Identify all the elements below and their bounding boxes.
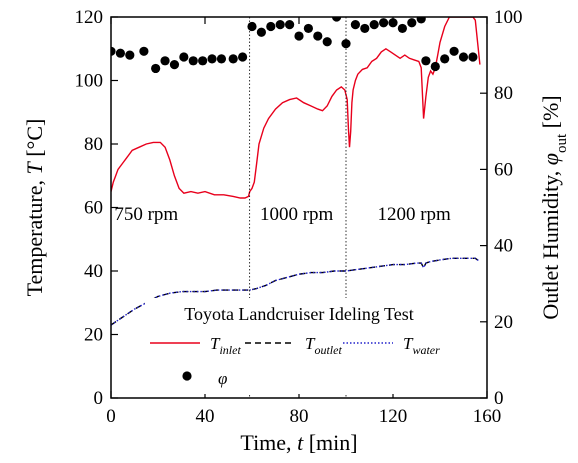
phi-marker [397, 23, 407, 34]
phi-marker [379, 18, 389, 28]
phi-marker [458, 52, 469, 62]
phi-marker [294, 31, 304, 41]
x-axis-title: Time, t [min] [240, 430, 357, 455]
phi-marker [303, 23, 313, 34]
region-label: 1000 rpm [260, 204, 334, 225]
y-left-tick-label: 0 [94, 388, 104, 409]
y-right-tick-label: 40 [494, 236, 513, 257]
phi-marker [207, 54, 217, 64]
y-left-tick-label: 100 [75, 71, 104, 92]
phi-marker [256, 27, 266, 37]
phi-marker [421, 56, 431, 66]
phi-marker [179, 52, 189, 62]
y-right-tick-label: 80 [494, 83, 513, 104]
region-label: 1200 rpm [377, 204, 451, 225]
series-water [111, 257, 481, 326]
phi-marker [198, 56, 208, 66]
phi-marker [416, 17, 426, 24]
phi-marker [275, 20, 285, 30]
y-right-tick-label: 20 [494, 312, 513, 333]
legend-sub: water [412, 343, 440, 357]
phi-marker [111, 46, 116, 56]
y-left-tick-label: 60 [84, 198, 103, 219]
y-right-tick-label: 100 [494, 7, 523, 28]
legend-sub: inlet [219, 343, 241, 357]
phi-marker [468, 52, 478, 62]
legend-background [145, 298, 455, 394]
phi-marker [169, 60, 180, 70]
legend-label: φ [218, 369, 227, 388]
phi-marker [247, 21, 257, 32]
phi-marker [360, 23, 370, 34]
x-tick-label: 120 [379, 406, 408, 427]
phi-marker [341, 39, 351, 49]
phi-marker [285, 20, 295, 30]
phi-marker [115, 48, 125, 58]
legend-item-phi: φ [182, 369, 227, 388]
phi-marker [369, 20, 379, 30]
phi-marker [188, 56, 198, 66]
phi-marker [266, 21, 276, 32]
series-layer [111, 17, 481, 326]
phi-marker [160, 56, 170, 66]
phi-marker [216, 54, 227, 64]
region-label: 750 rpm [114, 204, 178, 225]
y-left-tick-label: 20 [84, 325, 103, 346]
series-line-inlet [111, 17, 481, 199]
phi-marker [332, 17, 342, 22]
phi-marker [449, 46, 459, 56]
phi-marker [407, 18, 417, 28]
phi-marker [151, 63, 161, 74]
y-left-tick-label: 120 [75, 7, 104, 28]
phi-marker [350, 20, 360, 30]
legend-sub: outlet [314, 343, 342, 357]
phi-marker [322, 37, 332, 47]
legend: Toyota Landcruiser Ideling Test Tinlet To… [145, 298, 455, 394]
series-line-water [111, 257, 481, 326]
y-axis-left-title: Temperature, T [°C] [22, 119, 47, 297]
legend-title: Toyota Landcruiser Ideling Test [184, 304, 414, 324]
y-right-tick-label: 0 [494, 388, 504, 409]
y-left-tick-label: 40 [84, 261, 103, 282]
y-right-tick-label: 60 [494, 159, 513, 180]
region-labels: 750 rpm 1000 rpm 1200 rpm [114, 204, 451, 225]
y-left-tick-label: 80 [84, 134, 103, 155]
series-inlet [111, 17, 481, 199]
region-dividers [249, 17, 347, 398]
phi-marker [228, 54, 238, 64]
phi-marker [125, 50, 135, 60]
phi-marker [313, 31, 323, 41]
phi-marker [430, 61, 440, 72]
phi-marker [238, 52, 248, 62]
x-tick-label: 0 [106, 406, 116, 427]
x-tick-label: 40 [196, 406, 215, 427]
series-phi [111, 17, 478, 74]
phi-marker [139, 46, 149, 56]
x-tick-label: 160 [473, 406, 502, 427]
x-tick-label: 80 [290, 406, 309, 427]
legend-marker [182, 371, 192, 381]
phi-marker [440, 54, 450, 64]
y-axis-right-title: Outlet Humidity, φout [%] [538, 95, 570, 319]
